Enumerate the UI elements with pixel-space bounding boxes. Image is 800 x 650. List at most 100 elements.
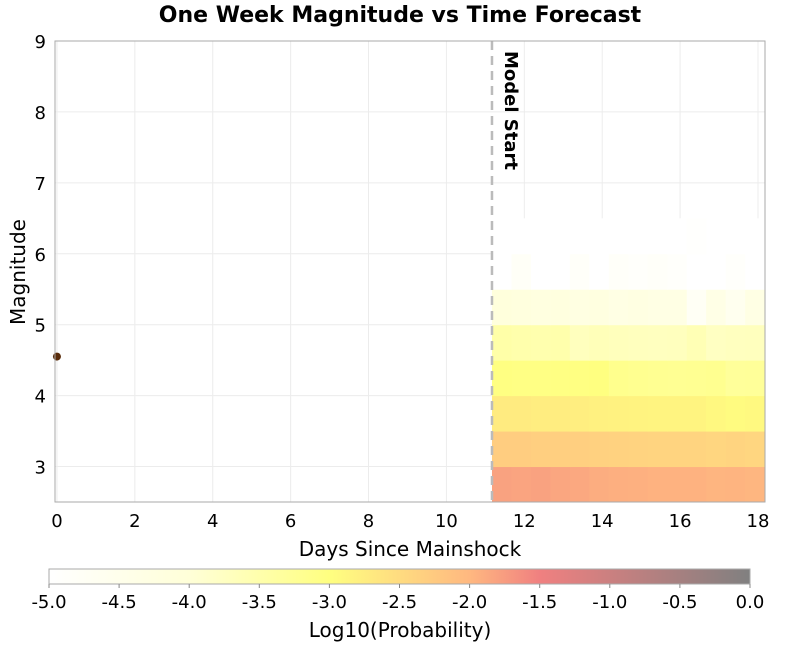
heatmap-cell: [667, 431, 688, 468]
heatmap-cell: [667, 324, 688, 361]
heatmap-cell: [550, 431, 571, 468]
heatmap-cell: [647, 253, 668, 290]
heatmap-cell: [725, 431, 746, 468]
heatmap-cell: [686, 324, 707, 361]
heatmap-cell: [706, 466, 727, 503]
heatmap-cell: [686, 466, 707, 503]
y-tick-label: 5: [35, 316, 46, 337]
x-tick-label: 2: [129, 511, 140, 532]
plot-frame: [54, 40, 766, 503]
colorbar-tick-label: -2.5: [382, 592, 417, 613]
heatmap-cell: [667, 466, 688, 503]
heatmap-cell: [686, 253, 707, 290]
heatmap-cell: [569, 324, 590, 361]
heatmap-cell: [511, 289, 532, 326]
heatmap-cell: [608, 218, 629, 255]
heatmap-cell: [608, 431, 629, 468]
heatmap-cell: [511, 431, 532, 468]
heatmap-cell: [647, 324, 668, 361]
heatmap-cell: [686, 289, 707, 326]
heatmap-cell: [667, 218, 688, 255]
x-tick-label: 8: [363, 511, 374, 532]
heatmap-cell: [550, 253, 571, 290]
colorbar-tick-label: -5.0: [31, 592, 66, 613]
heatmap-cell: [608, 395, 629, 432]
x-tick-label: 10: [435, 511, 458, 532]
y-tick-label: 4: [35, 387, 46, 408]
chart-title: One Week Magnitude vs Time Forecast: [159, 3, 642, 28]
heatmap-cell: [589, 466, 610, 503]
heatmap-cell: [491, 431, 512, 468]
heatmap-cell: [608, 289, 629, 326]
colorbar-tick-label: -2.0: [452, 592, 487, 613]
heatmap-cell: [491, 324, 512, 361]
heatmap-cell: [511, 360, 532, 397]
heatmap-cell: [530, 395, 551, 432]
heatmap-cell: [686, 395, 707, 432]
heatmap-cell: [530, 466, 551, 503]
heatmap-cell: [667, 289, 688, 326]
heatmap-cell: [491, 395, 512, 432]
heatmap-cell: [725, 360, 746, 397]
heatmap-cell: [745, 324, 766, 361]
heatmap-cell: [550, 324, 571, 361]
heatmap-cell: [745, 253, 766, 290]
heatmap-cell: [511, 466, 532, 503]
heatmap-cell: [589, 289, 610, 326]
heatmap-cell: [725, 289, 746, 326]
y-ticks: 3 4 5 6 7 8 9: [35, 32, 46, 479]
heatmap-cell: [628, 395, 649, 432]
heatmap-cell: [725, 253, 746, 290]
heatmap-cell: [725, 395, 746, 432]
x-tick-label: 16: [669, 511, 692, 532]
heatmap-cell: [491, 289, 512, 326]
colorbar-tick-label: -3.5: [242, 592, 277, 613]
heatmap-cell: [511, 324, 532, 361]
heatmap-cell: [530, 360, 551, 397]
model-start-label: Model Start: [500, 51, 521, 170]
y-tick-label: 6: [35, 245, 46, 266]
heatmap-cell: [628, 431, 649, 468]
heatmap-cell: [667, 253, 688, 290]
heatmap-cell: [745, 466, 766, 503]
heatmap-cell: [725, 466, 746, 503]
y-tick-label: 3: [35, 458, 46, 479]
x-tick-label: 6: [285, 511, 296, 532]
heatmap-cell: [706, 324, 727, 361]
heatmap-cell: [686, 431, 707, 468]
heatmap-cell: [589, 324, 610, 361]
heatmap-cell: [491, 253, 512, 290]
heatmap-cell: [686, 360, 707, 397]
heatmap-cell: [745, 289, 766, 326]
heatmap-cell: [628, 289, 649, 326]
y-tick-label: 8: [35, 103, 46, 124]
heatmap-cell: [647, 360, 668, 397]
heatmap-cell: [589, 253, 610, 290]
heatmap-cell: [706, 289, 727, 326]
heatmap-cell: [667, 395, 688, 432]
heatmap-cell: [491, 218, 512, 255]
heatmap-cell: [667, 360, 688, 397]
x-axis-label: Days Since Mainshock: [299, 537, 522, 561]
heatmap-cell: [589, 395, 610, 432]
heatmap-cell: [647, 218, 668, 255]
heatmap-cell: [725, 218, 746, 255]
heatmap-cell: [569, 466, 590, 503]
x-ticks: 0 2 4 6 8 10 12 14 16 18: [51, 511, 769, 532]
heatmap-cell: [550, 466, 571, 503]
heatmap-cell: [706, 253, 727, 290]
heatmap-cell: [706, 395, 727, 432]
mainshock-point: [52, 352, 61, 361]
heatmap-cell: [745, 431, 766, 468]
heatmap-cell: [628, 324, 649, 361]
heatmap-cell: [706, 218, 727, 255]
heatmap-cell: [569, 395, 590, 432]
heatmap-cell: [745, 360, 766, 397]
y-tick-label: 7: [35, 174, 46, 195]
colorbar-tick-label: -4.0: [172, 592, 207, 613]
heatmap-cell: [511, 253, 532, 290]
heatmap-cell: [550, 360, 571, 397]
heatmap-cell: [550, 289, 571, 326]
heatmap-cell: [530, 324, 551, 361]
heatmap-cell: [589, 218, 610, 255]
